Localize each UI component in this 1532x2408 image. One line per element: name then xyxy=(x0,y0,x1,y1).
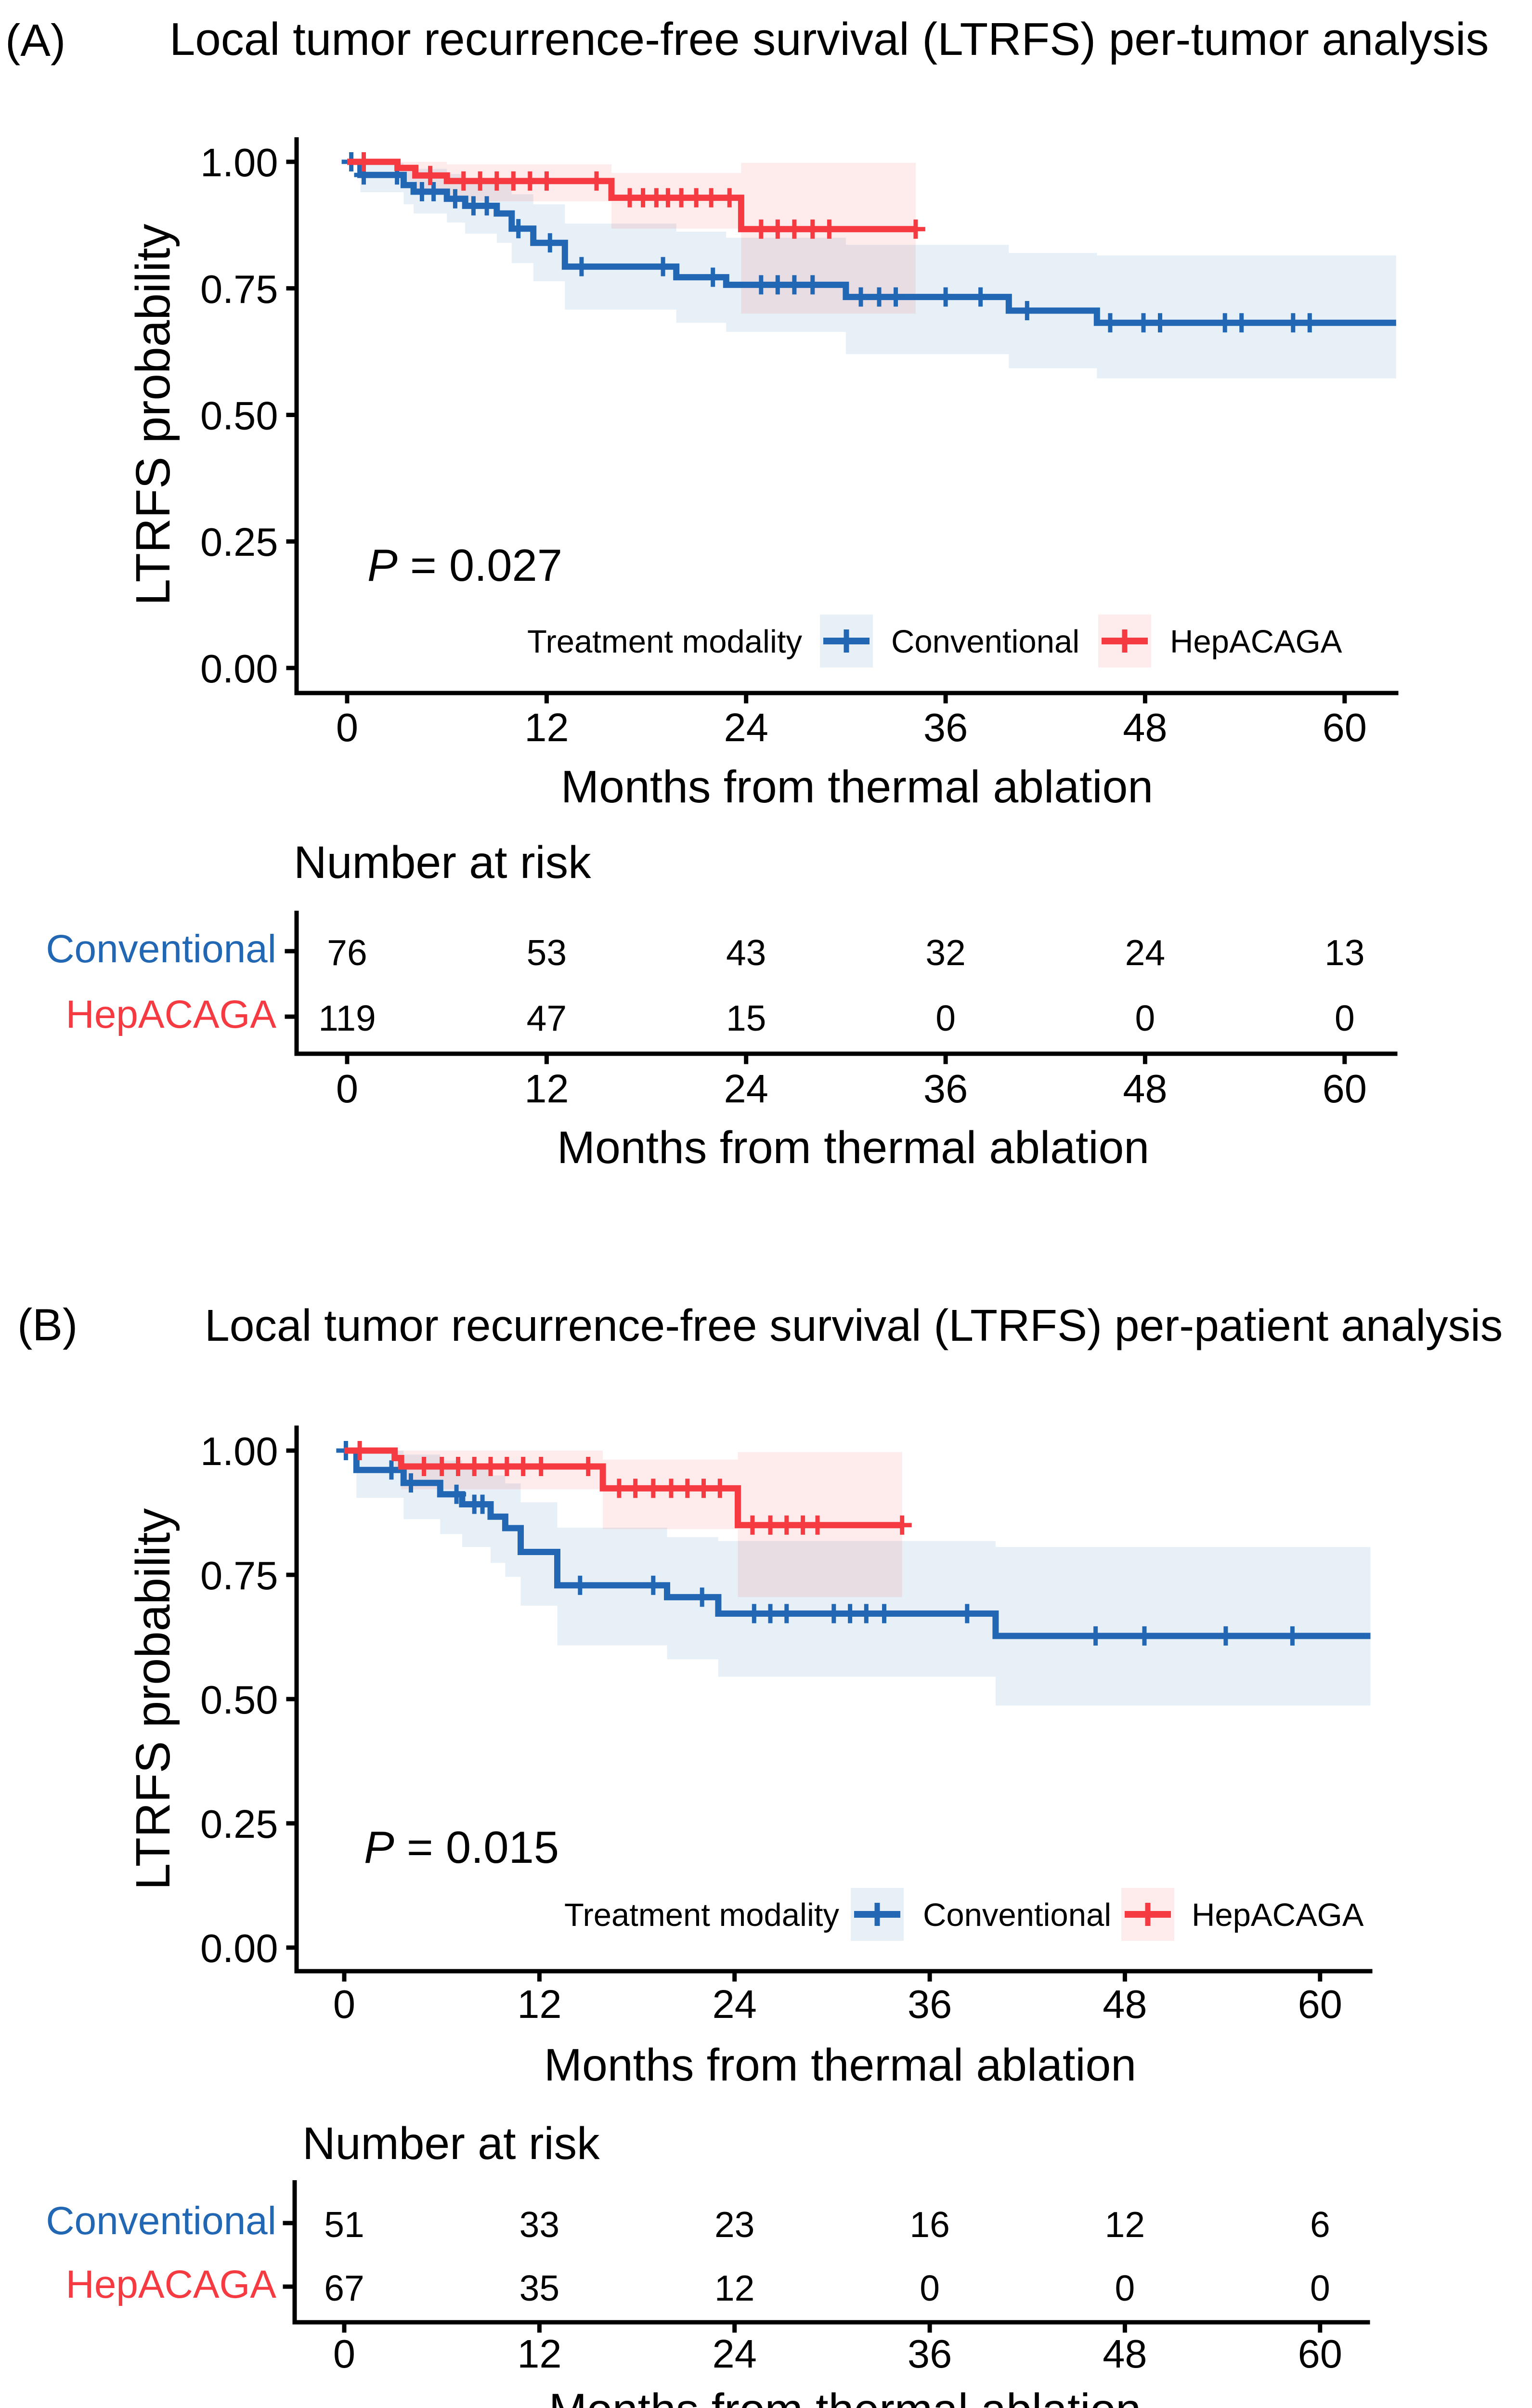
svg-text:0: 0 xyxy=(1310,2268,1330,2308)
svg-text:24: 24 xyxy=(724,705,768,750)
svg-text:HepACAGA: HepACAGA xyxy=(1170,624,1342,660)
svg-text:Local tumor recurrence-free su: Local tumor recurrence-free survival (LT… xyxy=(169,13,1489,65)
svg-text:0.50: 0.50 xyxy=(200,393,278,438)
svg-text:67: 67 xyxy=(324,2268,364,2308)
svg-text:LTRFS probability: LTRFS probability xyxy=(126,224,180,606)
svg-text:Conventional: Conventional xyxy=(923,1897,1111,1933)
svg-text:0: 0 xyxy=(336,1066,358,1111)
svg-text:0: 0 xyxy=(333,2331,355,2376)
svg-text:0.00: 0.00 xyxy=(200,1926,278,1971)
svg-text:24: 24 xyxy=(713,1982,757,2027)
svg-text:15: 15 xyxy=(726,998,766,1038)
svg-text:Months from thermal ablation: Months from thermal ablation xyxy=(557,1122,1149,1173)
svg-text:(B): (B) xyxy=(17,1299,78,1350)
svg-text:0: 0 xyxy=(1335,998,1355,1038)
svg-text:12: 12 xyxy=(524,705,569,750)
svg-text:12: 12 xyxy=(517,2331,561,2376)
svg-text:24: 24 xyxy=(724,1066,768,1111)
svg-text:P = 0.027: P = 0.027 xyxy=(367,540,562,590)
svg-text:0: 0 xyxy=(935,998,956,1038)
svg-text:51: 51 xyxy=(324,2204,364,2245)
svg-text:36: 36 xyxy=(923,1066,968,1111)
svg-text:0: 0 xyxy=(920,2268,940,2308)
svg-text:0.00: 0.00 xyxy=(200,646,278,691)
svg-text:60: 60 xyxy=(1298,2331,1342,2376)
svg-text:0.50: 0.50 xyxy=(200,1677,278,1722)
svg-text:0: 0 xyxy=(333,1982,355,2027)
svg-text:0.75: 0.75 xyxy=(200,1553,278,1598)
svg-text:23: 23 xyxy=(714,2204,754,2245)
svg-text:48: 48 xyxy=(1103,1982,1147,2027)
svg-text:24: 24 xyxy=(1125,932,1165,973)
svg-text:43: 43 xyxy=(726,932,766,973)
svg-text:0: 0 xyxy=(336,705,358,750)
svg-text:36: 36 xyxy=(908,1982,952,2027)
svg-text:HepACAGA: HepACAGA xyxy=(65,2263,276,2306)
svg-text:HepACAGA: HepACAGA xyxy=(1192,1897,1364,1933)
svg-text:53: 53 xyxy=(527,932,567,973)
svg-text:Treatment modality: Treatment modality xyxy=(527,624,802,660)
svg-text:Conventional: Conventional xyxy=(46,2199,276,2243)
svg-text:36: 36 xyxy=(923,705,968,750)
svg-text:48: 48 xyxy=(1123,1066,1167,1111)
svg-text:0: 0 xyxy=(1115,2268,1135,2308)
svg-text:1.00: 1.00 xyxy=(200,1429,278,1474)
svg-text:Months from thermal ablation: Months from thermal ablation xyxy=(549,2384,1141,2408)
svg-text:60: 60 xyxy=(1323,705,1367,750)
svg-text:32: 32 xyxy=(925,932,965,973)
svg-text:24: 24 xyxy=(713,2331,757,2376)
svg-text:(A): (A) xyxy=(5,15,65,65)
svg-text:Months from thermal ablation: Months from thermal ablation xyxy=(561,761,1153,812)
svg-text:33: 33 xyxy=(519,2204,559,2245)
svg-text:60: 60 xyxy=(1298,1982,1342,2027)
svg-text:47: 47 xyxy=(527,998,567,1038)
svg-text:Treatment modality: Treatment modality xyxy=(564,1897,839,1933)
svg-text:Local tumor recurrence-free su: Local tumor recurrence-free survival (LT… xyxy=(205,1300,1503,1350)
svg-text:12: 12 xyxy=(714,2268,754,2308)
svg-text:12: 12 xyxy=(517,1982,561,2027)
svg-text:HepACAGA: HepACAGA xyxy=(65,993,276,1036)
svg-text:0: 0 xyxy=(1135,998,1155,1038)
svg-text:13: 13 xyxy=(1324,932,1364,973)
svg-text:48: 48 xyxy=(1103,2331,1147,2376)
svg-text:0.25: 0.25 xyxy=(200,1802,278,1846)
svg-text:48: 48 xyxy=(1123,705,1167,750)
svg-text:P = 0.015: P = 0.015 xyxy=(364,1822,559,1872)
svg-text:0.25: 0.25 xyxy=(200,520,278,564)
svg-text:16: 16 xyxy=(909,2204,949,2245)
svg-text:35: 35 xyxy=(519,2268,559,2308)
svg-text:0.75: 0.75 xyxy=(200,267,278,312)
svg-text:76: 76 xyxy=(327,932,367,973)
svg-text:119: 119 xyxy=(318,998,376,1038)
svg-text:36: 36 xyxy=(908,2331,952,2376)
svg-text:LTRFS probability: LTRFS probability xyxy=(126,1508,180,1890)
svg-text:Conventional: Conventional xyxy=(891,624,1079,660)
svg-text:12: 12 xyxy=(524,1066,569,1111)
svg-text:6: 6 xyxy=(1310,2204,1330,2245)
svg-text:Number at risk: Number at risk xyxy=(302,2118,600,2169)
svg-text:Number at risk: Number at risk xyxy=(294,837,591,888)
svg-text:Conventional: Conventional xyxy=(46,927,276,971)
svg-text:Months from thermal ablation: Months from thermal ablation xyxy=(544,2040,1136,2091)
svg-text:60: 60 xyxy=(1323,1066,1367,1111)
svg-text:1.00: 1.00 xyxy=(200,140,278,185)
svg-text:12: 12 xyxy=(1105,2204,1145,2245)
